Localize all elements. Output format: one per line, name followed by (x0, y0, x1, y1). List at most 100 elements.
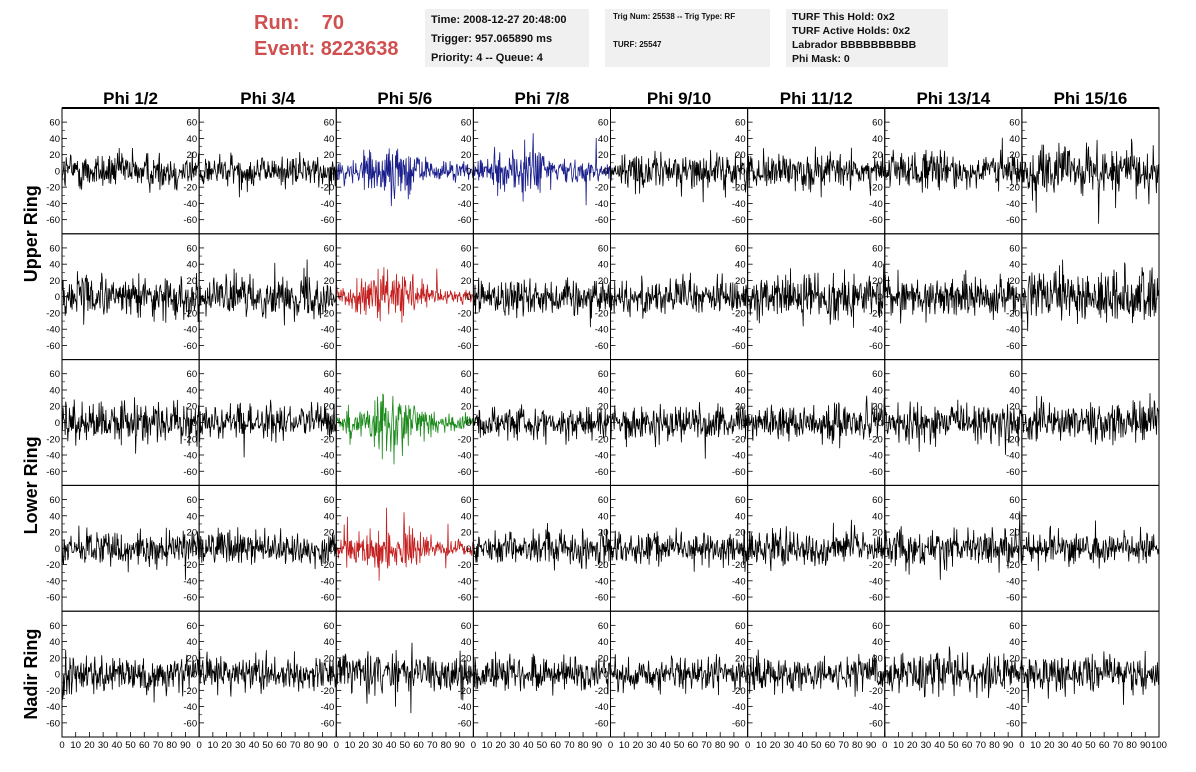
x-tick-label: 0 (1019, 740, 1024, 751)
y-tick-label: 60 (49, 243, 60, 254)
y-tick-label: 0 (740, 670, 745, 681)
y-tick-label: -60 (869, 467, 883, 478)
row-group-label: Nadir Ring (21, 629, 41, 720)
x-tick-label: 50 (262, 740, 273, 751)
y-tick-label: -40 (183, 576, 197, 587)
x-tick-label: 90 (454, 740, 465, 751)
y-tick-label: 0 (329, 670, 334, 681)
y-tick-label: 0 (740, 166, 745, 177)
waveform-trace (335, 393, 474, 465)
y-tick-label: -20 (321, 686, 335, 697)
y-tick-label: 0 (877, 292, 882, 303)
y-tick-label: -20 (458, 183, 472, 194)
y-tick-label: 20 (324, 653, 335, 664)
x-tick-label: 40 (112, 740, 123, 751)
y-tick-label: -20 (869, 686, 883, 697)
y-tick-label: 20 (187, 150, 198, 161)
y-tick-label: 20 (1009, 150, 1020, 161)
x-tick-label: 0 (608, 740, 613, 751)
y-tick-label: 60 (49, 369, 60, 380)
y-tick-label: 0 (192, 670, 197, 681)
waveform-trace (747, 263, 886, 328)
waveform-trace (884, 399, 1023, 455)
y-tick-label: 20 (324, 150, 335, 161)
y-tick-label: 60 (872, 495, 883, 506)
y-tick-label: 20 (1009, 402, 1020, 413)
x-tick-label: 70 (153, 740, 164, 751)
column-header: Phi 11/12 (780, 89, 853, 108)
column-header: Phi 5/6 (377, 89, 432, 108)
y-tick-label: -20 (183, 686, 197, 697)
x-tick-label: 0 (471, 740, 476, 751)
y-tick-label: 40 (872, 134, 883, 145)
y-tick-label: -60 (1006, 467, 1020, 478)
y-tick-label: -20 (595, 308, 609, 319)
x-tick-label: 30 (1058, 740, 1069, 751)
y-tick-label: -40 (595, 702, 609, 713)
y-tick-label: -60 (46, 718, 60, 729)
x-tick-label: 20 (221, 740, 232, 751)
x-tick-label: 50 (811, 740, 822, 751)
y-tick-label: 0 (192, 418, 197, 429)
run-value: 70 (321, 12, 345, 34)
run-event-block: Run: 70 Event: 8223638 (254, 10, 399, 62)
y-tick-label: -40 (458, 451, 472, 462)
waveform-trace (1021, 138, 1160, 224)
x-tick-label: 90 (1003, 740, 1014, 751)
x-tick-label: 80 (304, 740, 315, 751)
x-tick-label: 30 (646, 740, 657, 751)
y-tick-label: 20 (49, 528, 60, 539)
y-tick-label: 0 (55, 166, 60, 177)
y-tick-label: 20 (461, 653, 472, 664)
x-tick-label: 60 (413, 740, 424, 751)
y-tick-label: 60 (872, 621, 883, 632)
y-tick-label: -40 (595, 576, 609, 587)
y-tick-label: 40 (49, 637, 60, 648)
y-tick-label: 40 (1009, 385, 1020, 396)
y-tick-label: 40 (598, 385, 609, 396)
y-tick-label: 0 (55, 544, 60, 555)
y-tick-label: 40 (49, 134, 60, 145)
y-tick-label: 60 (187, 243, 198, 254)
y-tick-label: 0 (329, 418, 334, 429)
y-tick-label: 60 (49, 621, 60, 632)
x-tick-label: 70 (701, 740, 712, 751)
y-tick-label: 20 (1009, 653, 1020, 664)
x-tick-label: 0 (882, 740, 887, 751)
waveform-trace (747, 649, 886, 697)
x-tick-label: 60 (550, 740, 561, 751)
y-tick-label: -20 (458, 560, 472, 571)
column-header: Phi 1/2 (103, 89, 158, 108)
y-tick-label: -20 (595, 686, 609, 697)
y-tick-label: 60 (735, 621, 746, 632)
y-tick-label: -60 (595, 341, 609, 352)
x-tick-label: 20 (1044, 740, 1055, 751)
x-tick-label: 90 (866, 740, 877, 751)
x-tick-label: 20 (358, 740, 369, 751)
y-tick-label: 0 (603, 544, 608, 555)
waveform-trace (610, 527, 748, 572)
y-tick-label: -40 (595, 199, 609, 210)
y-tick-label: -60 (869, 341, 883, 352)
y-tick-label: 0 (55, 292, 60, 303)
y-tick-label: 60 (187, 621, 198, 632)
y-tick-label: 40 (872, 385, 883, 396)
y-tick-label: -20 (732, 183, 746, 194)
x-tick-label: 90 (317, 740, 328, 751)
y-tick-label: -20 (869, 308, 883, 319)
y-tick-label: 60 (324, 243, 335, 254)
y-tick-label: 0 (1015, 544, 1020, 555)
y-tick-label: 60 (324, 621, 335, 632)
waveform-trace (473, 651, 611, 696)
x-tick-label: 50 (1085, 740, 1096, 751)
y-tick-label: 0 (603, 670, 608, 681)
y-tick-label: -40 (732, 199, 746, 210)
y-tick-label: 20 (872, 276, 883, 287)
y-tick-label: 60 (598, 118, 609, 129)
y-tick-label: 60 (1009, 243, 1020, 254)
panel-frame (747, 359, 886, 486)
run-label: Run: (254, 12, 300, 34)
x-tick-label: 0 (59, 740, 64, 751)
y-tick-label: -60 (458, 467, 472, 478)
